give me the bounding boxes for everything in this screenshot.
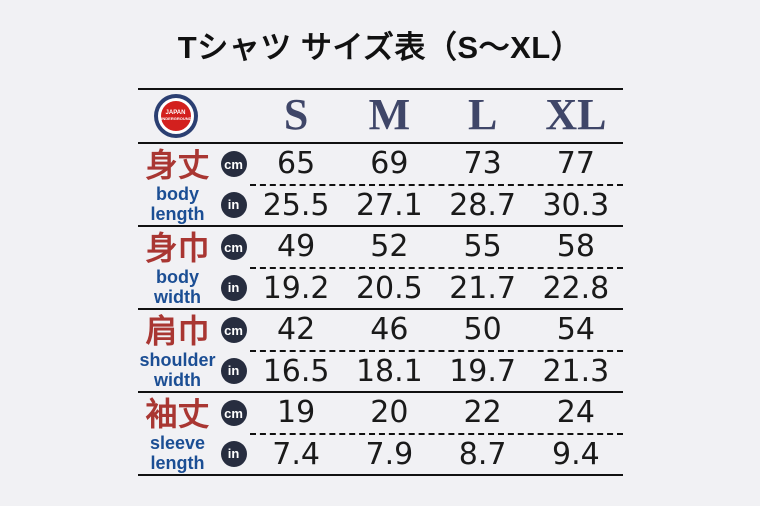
- size-header-m: M: [368, 90, 411, 139]
- value-in-l: 21.7: [449, 270, 517, 306]
- value-in-m: 20.5: [355, 270, 423, 306]
- unit-badge-cm: cm: [220, 317, 247, 344]
- dashed-divider: [249, 266, 623, 269]
- table-row-body-width: 身巾 body width cm in 49 52 55 58 19.2 20.…: [137, 227, 623, 310]
- cm-values-line: 42 46 50 54: [250, 310, 623, 350]
- measurement-name-jp: 身巾: [145, 230, 210, 266]
- unit-badge-cm: cm: [220, 151, 247, 178]
- page-title: Tシャツ サイズ表（S〜XL）: [177, 30, 583, 65]
- values-cell: 19 20 22 24 7.4 7.9 8.7 9.4: [249, 393, 623, 475]
- measurement-name-jp: 肩巾: [145, 313, 210, 349]
- in-values-line: 25.5 27.1 28.7 30.3: [250, 186, 623, 226]
- dashed-divider: [249, 183, 623, 186]
- value-in-xl: 30.3: [542, 187, 610, 223]
- unit-badge-in: in: [220, 274, 247, 301]
- value-in-s: 19.2: [262, 270, 330, 306]
- table-row-body-length: 身丈 body length cm in 65 69 73 77 25.5 27…: [137, 144, 623, 227]
- measurement-en-line1: body: [156, 267, 199, 288]
- measurement-name-en: shoulder width: [139, 350, 215, 390]
- size-header-s: S: [283, 90, 309, 139]
- value-in-l: 19.7: [449, 353, 517, 389]
- unit-badge-column: cm in: [218, 144, 250, 225]
- measurement-label: 肩巾 shoulder width: [138, 310, 218, 391]
- value-cm-xl: 58: [556, 229, 595, 265]
- measurement-name-jp: 袖丈: [145, 396, 210, 432]
- values-cell: 49 52 55 58 19.2 20.5 21.7 22.8: [249, 227, 623, 309]
- cm-values-line: 65 69 73 77: [250, 144, 623, 184]
- brand-logo-center: JAPAN UNDERGROUND: [157, 98, 194, 134]
- brand-logo: JAPAN UNDERGROUND: [153, 94, 198, 138]
- value-in-xl: 9.4: [552, 436, 600, 472]
- measurement-name-jp: 身丈: [145, 147, 210, 183]
- measurement-en-line2: length: [150, 204, 205, 225]
- measurement-name-en: sleeve length: [150, 433, 205, 473]
- measurement-name-en: body length: [151, 184, 205, 224]
- size-table: JAPAN UNDERGROUND S M L XL 身丈 body lengt…: [137, 88, 623, 476]
- measurement-en-line1: shoulder: [139, 350, 216, 371]
- measurement-label: 身丈 body length: [138, 144, 218, 225]
- table-header-row: JAPAN UNDERGROUND S M L XL: [137, 88, 623, 144]
- unit-badge-column: cm in: [218, 310, 250, 391]
- dashed-divider: [249, 432, 623, 435]
- measurement-en-line2: length: [150, 453, 205, 474]
- size-header-xl: XL: [545, 90, 607, 139]
- brand-logo-text-bottom: UNDERGROUND: [159, 116, 192, 122]
- unit-badge-column: cm in: [218, 227, 250, 308]
- unit-badge-in: in: [220, 357, 247, 384]
- value-cm-m: 52: [370, 229, 409, 265]
- size-header-l: L: [467, 90, 498, 139]
- measurement-en-line1: sleeve: [149, 433, 206, 454]
- dashed-divider: [249, 349, 623, 352]
- table-row-shoulder-width: 肩巾 shoulder width cm in 42 46 50 54 16.5…: [137, 310, 623, 393]
- value-cm-l: 22: [463, 395, 502, 431]
- measurement-name-en: body width: [154, 267, 201, 307]
- value-cm-m: 46: [370, 312, 409, 348]
- value-in-m: 18.1: [355, 353, 423, 389]
- value-cm-s: 42: [277, 312, 316, 348]
- value-in-xl: 22.8: [542, 270, 610, 306]
- cm-values-line: 19 20 22 24: [250, 393, 623, 433]
- value-cm-xl: 24: [556, 395, 595, 431]
- value-cm-s: 65: [277, 146, 316, 182]
- table-row-sleeve-length: 袖丈 sleeve length cm in 19 20 22 24 7.4 7…: [137, 393, 623, 476]
- value-in-s: 7.4: [272, 436, 320, 472]
- unit-badge-in: in: [220, 191, 247, 218]
- measurement-en-line2: width: [154, 287, 201, 308]
- values-cell: 65 69 73 77 25.5 27.1 28.7 30.3: [249, 144, 623, 226]
- value-in-xl: 21.3: [542, 353, 610, 389]
- unit-badge-cm: cm: [220, 400, 247, 427]
- value-cm-l: 55: [463, 229, 502, 265]
- value-cm-s: 49: [277, 229, 316, 265]
- in-values-line: 19.2 20.5 21.7 22.8: [250, 269, 623, 309]
- unit-badge-cm: cm: [220, 234, 247, 261]
- in-values-line: 7.4 7.9 8.7 9.4: [250, 435, 623, 475]
- unit-badge-column: cm in: [218, 393, 250, 474]
- value-in-s: 16.5: [262, 353, 330, 389]
- value-cm-xl: 54: [556, 312, 595, 348]
- value-in-m: 27.1: [355, 187, 423, 223]
- measurement-label: 身巾 body width: [138, 227, 218, 308]
- size-header-group: S M L XL: [250, 90, 623, 142]
- value-cm-s: 19: [277, 395, 316, 431]
- values-cell: 42 46 50 54 16.5 18.1 19.7 21.3: [249, 310, 623, 392]
- unit-badge-in: in: [220, 440, 247, 467]
- cm-values-line: 49 52 55 58: [250, 227, 623, 267]
- value-cm-l: 50: [463, 312, 502, 348]
- value-cm-m: 20: [370, 395, 409, 431]
- measurement-en-line1: body: [156, 184, 199, 205]
- measurement-en-line2: width: [153, 370, 201, 391]
- value-cm-xl: 77: [556, 146, 595, 182]
- value-in-m: 7.9: [365, 436, 414, 472]
- value-in-s: 25.5: [262, 187, 330, 223]
- value-in-l: 28.7: [449, 187, 517, 223]
- brand-logo-text-top: JAPAN: [165, 110, 186, 116]
- in-values-line: 16.5 18.1 19.7 21.3: [250, 352, 623, 392]
- value-cm-l: 73: [463, 146, 502, 182]
- value-in-l: 8.7: [458, 436, 507, 472]
- measurement-label: 袖丈 sleeve length: [138, 393, 218, 474]
- logo-cell: JAPAN UNDERGROUND: [138, 94, 250, 138]
- value-cm-m: 69: [370, 146, 409, 182]
